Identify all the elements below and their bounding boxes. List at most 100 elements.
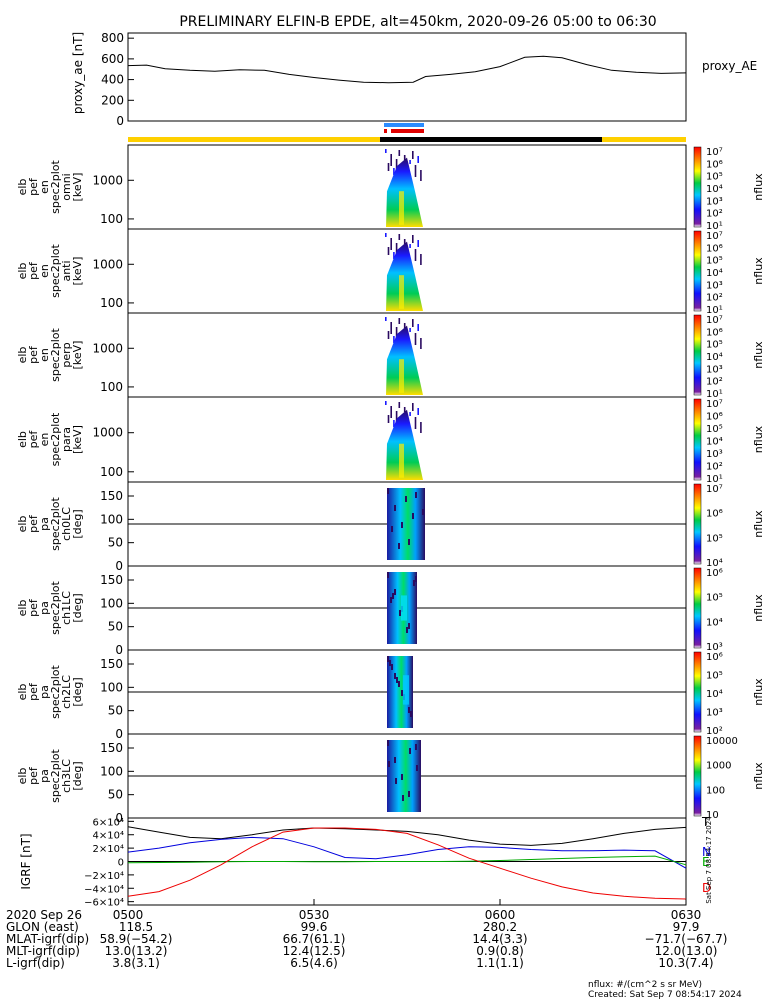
proxy-ae-series xyxy=(127,55,687,84)
footer-units: nflux: #/(cm^2 s sr MeV) xyxy=(588,980,702,990)
status-bar-yellow-left xyxy=(128,137,380,142)
spectrogram-ytick: 100 xyxy=(100,596,123,610)
spectrogram-ylabel-line: pef xyxy=(27,345,40,364)
spectrogram-ylabel-line: elb xyxy=(16,347,29,364)
x-row-value: 6.5(4.6) xyxy=(290,956,338,970)
spectrogram-ytick: 100 xyxy=(100,380,123,394)
spectrogram-ylabel-line: spec2plot xyxy=(49,581,62,635)
x-tick-label: 0630 xyxy=(671,908,702,922)
spectrogram-ylabel-line: elb xyxy=(16,768,29,785)
igrf-side-label: E xyxy=(702,855,710,869)
spectrogram-ytick: 1000 xyxy=(92,173,123,187)
colorbar-label: nflux xyxy=(752,257,765,285)
colorbar-tick: 10⁴ xyxy=(706,617,723,628)
flux-patch xyxy=(386,157,423,227)
colorbar-tick: 10⁶ xyxy=(706,652,723,663)
colorbar-tick: 10⁵ xyxy=(706,172,723,183)
igrf-ytick: −2×10⁴ xyxy=(84,871,124,882)
colorbar-tick: 10⁵ xyxy=(706,256,723,267)
spectrogram-ylabel-line: en xyxy=(38,433,51,447)
colorbar-tick: 10³ xyxy=(706,708,723,719)
status-bar-blue xyxy=(384,123,424,127)
spectrogram-ylabel-line: elb xyxy=(16,600,29,617)
colorbar-tick: 10³ xyxy=(706,196,723,207)
proxy-ae-ytick: 200 xyxy=(101,93,124,107)
colorbar-tick: 10¹ xyxy=(706,221,723,232)
colorbar-tick: 10² xyxy=(706,462,723,473)
colorbar-tick: 10 xyxy=(706,810,719,821)
colorbar xyxy=(693,230,702,312)
spectrogram-ytick: 150 xyxy=(100,573,123,587)
spectrogram-ytick: 1000 xyxy=(92,426,123,440)
spectrogram-ylabel-line: spec2plot xyxy=(49,160,62,214)
colorbar-tick: 10⁶ xyxy=(706,243,723,254)
spectrogram-ylabel-line: elb xyxy=(16,684,29,701)
colorbar-tick: 10⁴ xyxy=(706,268,723,279)
proxy-ae-ylabel: proxy_ae [nT] xyxy=(71,32,85,114)
x-row-value: 66.7(61.1) xyxy=(283,932,346,946)
colorbar-tick: 10⁷ xyxy=(706,231,723,242)
colorbar-tick: 100 xyxy=(706,785,725,796)
spectrogram-ylabel-line: [keV] xyxy=(71,173,84,202)
colorbar-tick: 10³ xyxy=(706,364,723,375)
spectrogram-ylabel-line: [deg] xyxy=(71,509,84,538)
x-row-value: 14.4(3.3) xyxy=(472,932,527,946)
igrf-series-E xyxy=(127,855,687,866)
colorbar-tick: 10⁵ xyxy=(706,424,723,435)
spectrogram-ytick: 100 xyxy=(100,512,123,526)
colorbar-label: nflux xyxy=(752,173,765,201)
spectrogram-ylabel-line: ch3LC xyxy=(60,759,73,793)
igrf-side-label: D xyxy=(702,881,711,895)
plot-title: PRELIMINARY ELFIN-B EPDE, alt=450km, 202… xyxy=(179,14,656,30)
colorbar xyxy=(693,398,702,481)
spectrogram-ylabel-line: pef xyxy=(27,177,40,196)
colorbar xyxy=(693,314,702,396)
colorbar-tick: 10000 xyxy=(706,736,738,747)
igrf-side-label: N xyxy=(702,845,711,859)
spectrogram-ytick: 50 xyxy=(108,620,123,634)
x-row-value: 0.9(0.8) xyxy=(476,944,524,958)
colorbar-tick: 10⁴ xyxy=(706,352,723,363)
colorbar xyxy=(693,146,702,228)
colorbar-tick: 10⁵ xyxy=(706,533,723,544)
spectrogram-ylabel-line: [deg] xyxy=(71,677,84,706)
proxy-ae-legend: proxy_AE xyxy=(702,59,757,73)
igrf-ytick: 4×10⁴ xyxy=(93,831,124,842)
colorbar-tick: 10⁴ xyxy=(706,184,723,195)
spectrogram-ytick: 0 xyxy=(115,559,123,573)
spectrogram-ytick: 50 xyxy=(108,704,123,718)
x-row-value: 280.2 xyxy=(483,920,517,934)
x-row-value: 97.9 xyxy=(673,920,700,934)
x-row-value: 13.0(13.2) xyxy=(105,944,168,958)
igrf-ytick: 6×10⁴ xyxy=(93,817,124,828)
spectrogram-ylabel-line: spec2plot xyxy=(49,749,62,803)
proxy-ae-ytick: 0 xyxy=(116,114,124,128)
spectrogram-ylabel-line: elb xyxy=(16,263,29,280)
spectrogram-ylabel-line: pef xyxy=(27,430,40,449)
x-row-value: 58.9(−54.2) xyxy=(100,932,173,946)
spectrogram-ylabel-line: pef xyxy=(27,514,40,533)
status-bar-yellow-right xyxy=(602,137,686,142)
spectrogram-ytick: 100 xyxy=(100,680,123,694)
spectrogram-ylabel-line: spec2plot xyxy=(49,665,62,719)
spectrogram-ytick: 0 xyxy=(115,811,123,825)
igrf-ytick: 2×10⁴ xyxy=(93,844,124,855)
spectrogram-ytick: 100 xyxy=(100,212,123,226)
spectrogram-ylabel-line: elb xyxy=(16,516,29,533)
colorbar-tick: 10⁷ xyxy=(706,484,723,495)
spectrogram-ytick: 1000 xyxy=(92,341,123,355)
colorbar-tick: 10⁶ xyxy=(706,327,723,338)
colorbar-tick: 10² xyxy=(706,209,723,220)
spectrogram-ylabel-line: spec2plot xyxy=(49,497,62,551)
flux-patch xyxy=(387,656,413,728)
colorbar-label: nflux xyxy=(752,594,765,622)
spectrogram-ylabel-line: [keV] xyxy=(71,425,84,454)
colorbar-tick: 10⁴ xyxy=(706,437,723,448)
x-row-value: 99.6 xyxy=(301,920,328,934)
